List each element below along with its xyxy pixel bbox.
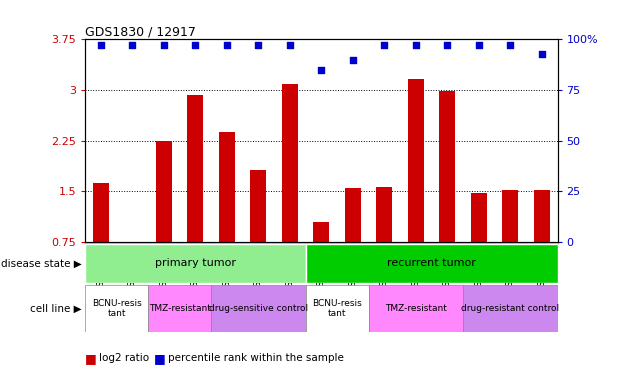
Text: ■: ■ [85, 352, 97, 364]
Bar [306, 244, 558, 283]
Bar [534, 190, 549, 242]
Point [159, 42, 169, 48]
Bar [211, 285, 306, 332]
Bar [463, 285, 558, 332]
Text: drug-sensitive control: drug-sensitive control [209, 304, 308, 313]
Bar [439, 92, 455, 242]
Text: recurrent tumor: recurrent tumor [387, 258, 476, 268]
Point [348, 57, 358, 63]
Bar [345, 188, 360, 242]
Text: BCNU-resis
tant: BCNU-resis tant [312, 299, 362, 318]
Point [379, 42, 389, 48]
Bar [93, 183, 109, 242]
Point [285, 42, 295, 48]
Text: primary tumor: primary tumor [155, 258, 236, 268]
Bar [188, 95, 203, 242]
Text: cell line ▶: cell line ▶ [30, 303, 82, 313]
Point [442, 42, 452, 48]
Bar [313, 222, 329, 242]
Text: TMZ-resistant: TMZ-resistant [149, 304, 210, 313]
Bar [376, 186, 392, 242]
Point [96, 42, 106, 48]
Bar [369, 285, 463, 332]
Point [537, 51, 547, 57]
Bar [250, 170, 266, 242]
Bar [148, 285, 211, 332]
Point [253, 42, 263, 48]
Bar [306, 285, 369, 332]
Bar [85, 244, 306, 283]
Text: percentile rank within the sample: percentile rank within the sample [168, 353, 344, 363]
Text: TMZ-resistant: TMZ-resistant [385, 304, 447, 313]
Bar [85, 285, 148, 332]
Bar [408, 78, 423, 242]
Point [127, 42, 137, 48]
Text: GDS1830 / 12917: GDS1830 / 12917 [85, 25, 196, 38]
Bar [282, 84, 297, 242]
Bar [471, 193, 486, 242]
Bar [156, 141, 171, 242]
Text: log2 ratio: log2 ratio [99, 353, 149, 363]
Bar [502, 190, 518, 242]
Text: ■: ■ [154, 352, 166, 364]
Text: disease state ▶: disease state ▶ [1, 258, 82, 268]
Point [411, 42, 421, 48]
Point [505, 42, 515, 48]
Point [190, 42, 200, 48]
Point [474, 42, 484, 48]
Point [316, 67, 326, 73]
Text: drug-resistant control: drug-resistant control [461, 304, 559, 313]
Bar [219, 132, 234, 242]
Text: BCNU-resis
tant: BCNU-resis tant [92, 299, 141, 318]
Point [222, 42, 232, 48]
